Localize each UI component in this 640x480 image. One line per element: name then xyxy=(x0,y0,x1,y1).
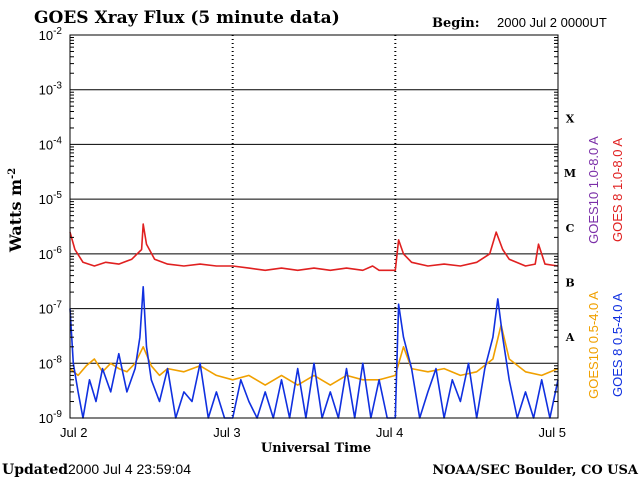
begin-value: 2000 Jul 2 0000UT xyxy=(497,15,607,30)
x-tick-labels: Jul 2 Jul 3 Jul 4 Jul 5 xyxy=(60,425,566,440)
x-tick-label: Jul 4 xyxy=(376,425,403,440)
y-axis-label-group: Watts m-2 xyxy=(6,168,25,253)
chart-title: GOES Xray Flux (5 minute data) xyxy=(34,8,340,28)
updated-value: 2000 Jul 4 23:59:04 xyxy=(68,461,191,477)
updated-label: Updated xyxy=(2,462,68,478)
x-tick-label: Jul 3 xyxy=(213,425,240,440)
y-tick-label: 10-4 xyxy=(39,135,63,152)
x-tick-label: Jul 2 xyxy=(60,425,87,440)
legend: GOES10 1.0-8.0 A GOES 8 1.0-8.0 A GOES10 0… xyxy=(586,136,625,399)
legend-entry: GOES 8 1.0-8.0 A xyxy=(610,138,625,242)
x-tick-label: Jul 5 xyxy=(539,425,566,440)
series-line xyxy=(69,223,559,272)
y-tick-label: 10-7 xyxy=(39,300,63,317)
flare-class-label: B xyxy=(565,276,574,289)
y-tick-label: 10-5 xyxy=(39,190,63,207)
credit-text: NOAA/SEC Boulder, CO USA xyxy=(432,463,639,478)
flare-class-label: M xyxy=(564,167,576,180)
y-tick-label: 10-2 xyxy=(39,26,63,43)
flare-class-label: A xyxy=(565,331,575,344)
y-axis-label-exponent: -2 xyxy=(7,168,18,179)
y-axis-label: Watts m xyxy=(6,179,25,253)
y-tick-labels: 10-2 10-3 10-4 10-5 10-6 10-7 10-8 10-9 xyxy=(39,26,63,426)
legend-entry: GOES10 0.5-4.0 A xyxy=(586,291,601,399)
y-tick-label: 10-9 xyxy=(39,409,63,426)
svg-text:Watts m-2: Watts m-2 xyxy=(6,168,25,253)
flare-class-label: X xyxy=(566,112,575,125)
y-tick-label: 10-3 xyxy=(39,81,63,98)
legend-entry: GOES 8 0.5-4.0 A xyxy=(610,293,625,397)
flare-class-label: C xyxy=(566,222,575,235)
y-tick-label: 10-6 xyxy=(39,245,63,262)
plot-border xyxy=(69,34,559,419)
plot-frame xyxy=(69,34,559,419)
legend-entry: GOES10 1.0-8.0 A xyxy=(586,136,601,244)
y-tick-label: 10-8 xyxy=(39,354,63,371)
flare-class-labels: X M C B A xyxy=(564,112,576,344)
x-axis-label: Universal Time xyxy=(261,441,371,456)
begin-label: Begin: xyxy=(432,16,480,31)
